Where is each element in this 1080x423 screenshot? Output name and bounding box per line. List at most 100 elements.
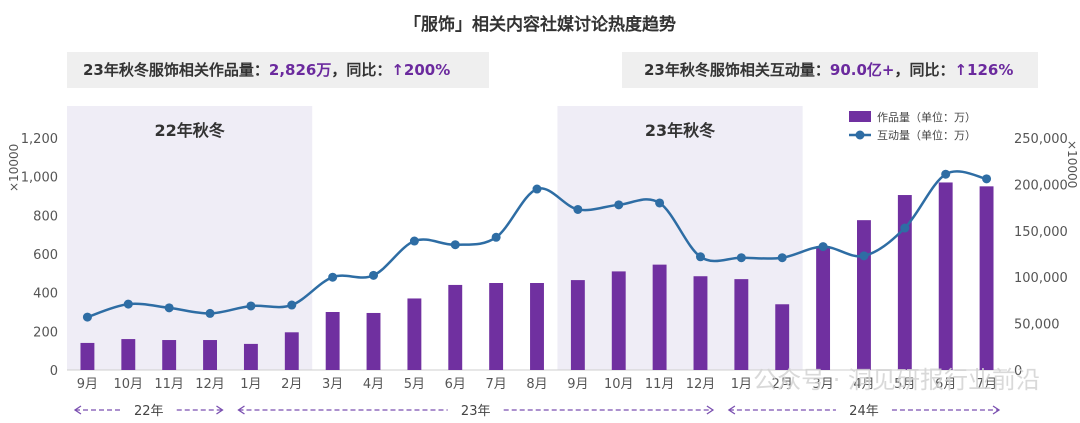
legend-bar-label: 作品量（单位：万） xyxy=(877,110,976,124)
line-point xyxy=(777,253,787,263)
bar-series xyxy=(80,182,994,370)
line-point xyxy=(82,312,92,322)
y-right-multiplier: ×10000 xyxy=(1065,140,1079,188)
watermark-text: 公众号 · 洞见研报行业前沿 xyxy=(753,366,1040,394)
year-group-arrowhead xyxy=(216,405,224,415)
line-series xyxy=(82,169,992,322)
year-group-arrowhead xyxy=(706,405,715,415)
y-left-tick-label: 600 xyxy=(33,248,58,263)
line-point xyxy=(859,251,869,261)
stat-works: 23年秋冬服饰相关作品量：2,826万，同比：↑200% xyxy=(67,52,489,88)
line-point xyxy=(450,240,460,250)
stat-works-yoy-label: ，同比： xyxy=(331,61,392,79)
year-group-arrowhead xyxy=(727,405,736,415)
x-tick-label: 12月 xyxy=(686,377,716,392)
line-point xyxy=(246,301,256,311)
x-tick-label: 5月 xyxy=(894,377,915,392)
x-tick-label: 2月 xyxy=(772,377,793,392)
line-point xyxy=(818,242,828,252)
year-group-arrowhead xyxy=(237,405,245,415)
bar xyxy=(816,246,831,370)
bar xyxy=(489,283,504,370)
y-left-tick-label: 1,000 xyxy=(21,171,58,186)
bar xyxy=(693,276,708,370)
y-right-tick-label: 150,000 xyxy=(1014,225,1068,240)
x-tick-label: 3月 xyxy=(322,377,343,392)
y-left-tick-label: 0 xyxy=(50,364,58,379)
bar xyxy=(857,220,871,370)
line-point xyxy=(900,223,910,233)
year-group-label: 22年 xyxy=(134,404,164,419)
y-left-multiplier: ×10000 xyxy=(7,144,21,192)
bar xyxy=(121,339,136,370)
stat-engagement-yoy-label: ，同比： xyxy=(894,61,955,79)
chart-title: 「服饰」相关内容社媒讨论热度趋势 xyxy=(404,15,676,35)
y-left-tick-label: 200 xyxy=(33,325,58,340)
x-tick-label: 7月 xyxy=(976,377,997,392)
y-right-tick-label: 50,000 xyxy=(1014,318,1060,333)
year-group-arrowhead xyxy=(992,405,1001,415)
x-tick-label: 9月 xyxy=(567,377,588,392)
x-tick-label: 9月 xyxy=(77,377,98,392)
bar xyxy=(897,195,912,370)
line-point xyxy=(532,184,542,194)
x-tick-label: 8月 xyxy=(526,377,547,392)
x-tick-label: 11月 xyxy=(645,377,675,392)
legend: 作品量（单位：万） 互动量（单位：万） xyxy=(849,110,976,142)
bar xyxy=(80,342,95,370)
line-point xyxy=(655,198,665,208)
year-group-row: 22年 23年 24年 xyxy=(73,404,1001,419)
y-left-tick-label: 1,200 xyxy=(21,132,58,147)
y-right-tick-label: 250,000 xyxy=(1014,132,1068,147)
x-tick-label: 2月 xyxy=(281,377,302,392)
line-point xyxy=(982,174,992,184)
bar xyxy=(162,340,177,370)
x-tick-label: 12月 xyxy=(195,377,225,392)
bar xyxy=(243,343,258,370)
line-point xyxy=(205,308,215,318)
x-tick-label: 10月 xyxy=(114,377,144,392)
period-shade xyxy=(557,106,803,370)
bar xyxy=(366,312,381,370)
stat-engagement-yoy-value: ↑126% xyxy=(954,61,1014,79)
period-shading: 22年秋冬 23年秋冬 xyxy=(67,106,803,370)
x-tick-label: 7月 xyxy=(485,377,506,392)
line-point xyxy=(328,272,338,282)
bar xyxy=(979,186,994,370)
period-shade xyxy=(67,106,313,370)
bar xyxy=(652,264,667,370)
x-tick-label: 1月 xyxy=(731,377,752,392)
bar xyxy=(325,312,340,370)
year-group-label: 24年 xyxy=(849,404,879,419)
line-point xyxy=(695,252,705,262)
bar xyxy=(407,298,422,370)
bar xyxy=(775,304,790,370)
y-left-tick-label: 400 xyxy=(33,287,58,302)
bar xyxy=(611,271,626,370)
x-tick-label: 6月 xyxy=(445,377,466,392)
stat-engagement-value: 90.0亿+ xyxy=(829,61,895,79)
x-tick-label: 4月 xyxy=(853,377,874,392)
x-tick-label: 5月 xyxy=(404,377,425,392)
bar xyxy=(203,340,217,370)
legend-bar-swatch xyxy=(849,111,871,122)
legend-line-label: 互动量（单位：万） xyxy=(877,128,976,142)
y-right-tick-label: 0 xyxy=(1014,364,1022,379)
line-point xyxy=(123,299,133,309)
line-point xyxy=(614,200,624,210)
period-label: 22年秋冬 xyxy=(154,121,224,140)
x-tick-label: 11月 xyxy=(154,377,184,392)
bar xyxy=(530,283,544,370)
line-point xyxy=(736,253,746,263)
stat-engagement: 23年秋冬服饰相关互动量：90.0亿+，同比：↑126% xyxy=(622,52,1038,88)
line-point xyxy=(491,232,501,242)
year-group-arrowhead xyxy=(73,405,82,415)
y-right-tick-label: 200,000 xyxy=(1014,178,1068,193)
legend-line-marker xyxy=(855,130,865,140)
x-tick-label: 6月 xyxy=(935,377,956,392)
watermark: 公众号 · 洞见研报行业前沿 xyxy=(753,366,1040,394)
x-tick-label: 3月 xyxy=(812,377,833,392)
period-label: 23年秋冬 xyxy=(645,121,715,140)
stat-works-label: 23年秋冬服饰相关作品量： xyxy=(83,61,269,79)
